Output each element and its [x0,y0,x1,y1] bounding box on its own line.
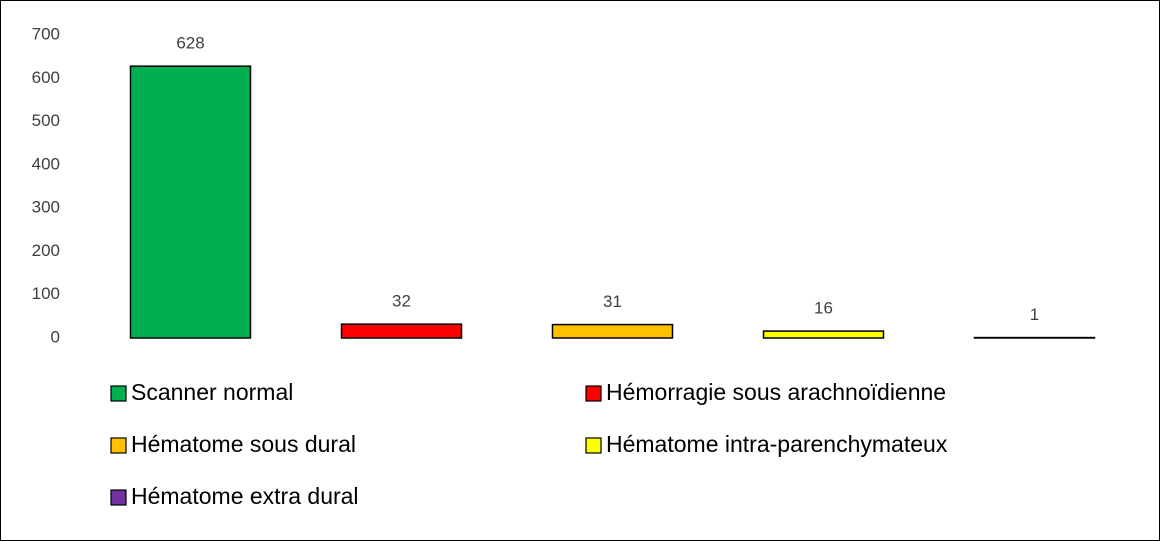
legend-swatch [110,385,127,402]
y-tick-label: 500 [32,111,60,130]
bar [340,323,463,339]
data-label: 628 [176,34,204,53]
y-tick-label: 600 [32,68,60,87]
legend-label: Hématome extra dural [131,483,359,509]
y-tick-label: 700 [32,24,60,43]
legend-label: Hématome intra-parenchymateux [606,431,948,457]
y-tick-label: 100 [32,284,60,303]
legend-label: Hématome sous dural [131,431,356,457]
y-tick-label: 300 [32,198,60,217]
y-tick-label: 400 [32,154,60,173]
bar [762,330,885,339]
legend-label: Scanner normal [131,379,293,405]
legend-label: Hémorragie sous arachnoïdienne [606,379,946,405]
data-label: 16 [814,299,833,318]
data-label: 31 [603,292,622,311]
bar [129,65,252,339]
legend-swatch [110,489,127,506]
data-label: 32 [392,292,411,311]
legend-swatch [585,385,602,402]
data-label: 1 [1030,305,1039,324]
legend-swatch [585,437,602,454]
y-tick-label: 200 [32,241,60,260]
legend-swatch [110,437,127,454]
y-tick-label: 0 [51,327,60,346]
bar [551,323,674,339]
